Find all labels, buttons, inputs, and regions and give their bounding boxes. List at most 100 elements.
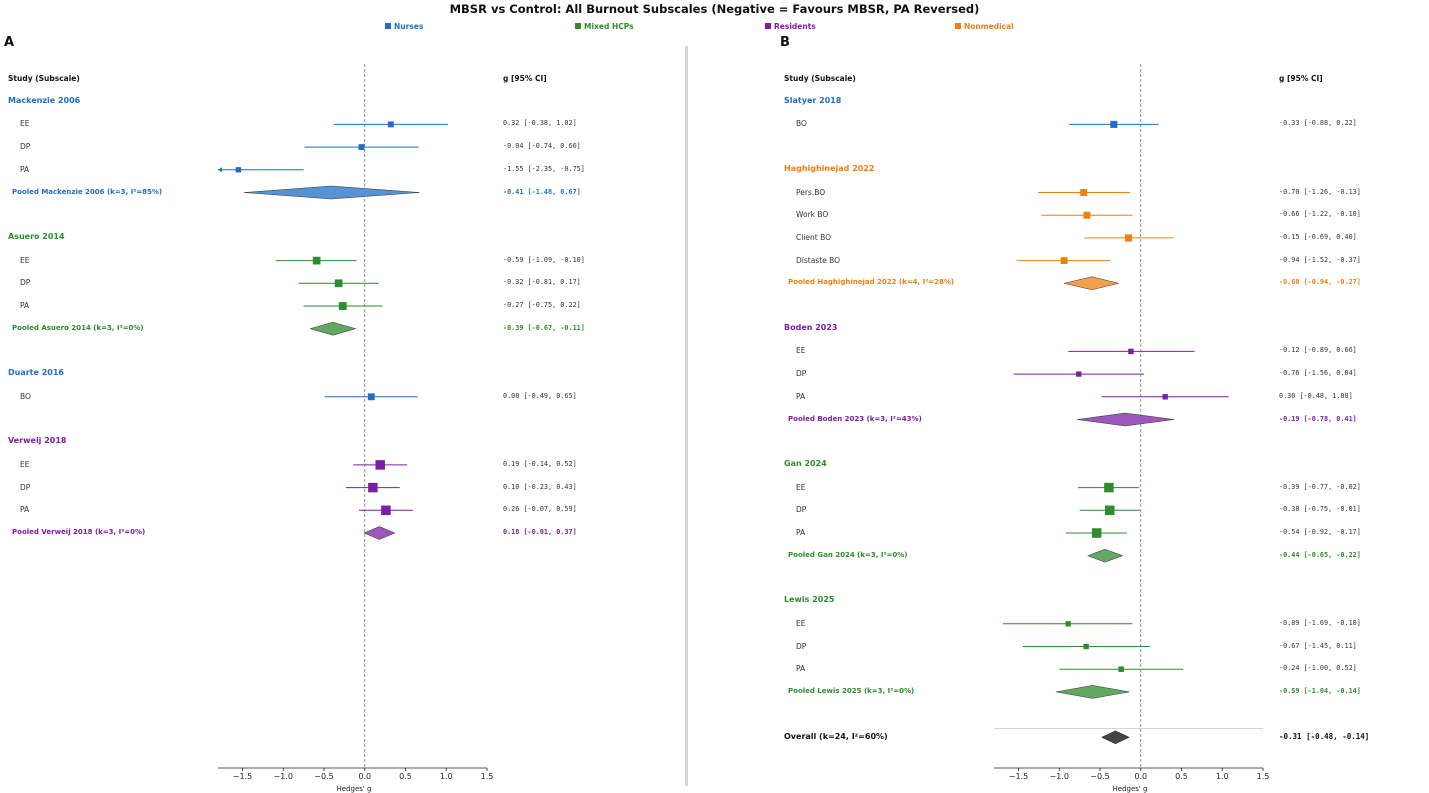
subscale-label: PA [796,391,806,401]
x-tick-label: 0.0 [1134,772,1147,781]
effect-ci-text: -0.32 [-0.81, 0.17] [503,278,581,287]
subscale-label: PA [796,664,806,674]
study-title: Lewis 2025 [784,595,835,605]
effect-ci-text: 0.30 [-0.48, 1.08] [1279,391,1353,400]
effect-marker [334,279,343,288]
effect-ci-text: -0.27 [-0.75, 0.22] [503,301,581,309]
subscale-label: EE [20,119,30,129]
effect-ci-text: -0.59 [-1.09, -0.10] [503,255,585,264]
subscale-label: DP [20,142,31,152]
study-column-header: Study (Subscale) [784,74,856,83]
effect-ci-text: -0.04 [-0.74, 0.66] [503,142,581,151]
chart-title: MBSR vs Control: All Burnout Subscales (… [449,2,980,16]
effect-ci-text: -0.76 [-1.56, 0.04] [1279,369,1357,378]
pooled-label: Pooled Lewis 2025 (k=3, I²=0%) [788,686,915,695]
pooled-label: Pooled Mackenzie 2006 (k=3, I²=85%) [12,187,163,196]
subscale-label: Work BO [796,210,829,220]
study-title: Slatyer 2018 [784,95,842,105]
study-title: Asuero 2014 [8,231,65,241]
pooled-ci-text: -0.60 [-0.94, -0.27] [1279,278,1361,287]
effect-marker [1110,120,1118,128]
legend-swatch [765,23,771,29]
pooled-label: Pooled Gan 2024 (k=3, I²=0%) [788,550,908,559]
effect-ci-text: -0.67 [-1.45, 0.11] [1279,641,1357,650]
x-tick-label: 1.5 [1257,772,1270,781]
pooled-label: Pooled Asuero 2014 (k=3, I²=0%) [12,323,144,332]
effect-column-header: g [95% CI] [1279,74,1323,83]
effect-marker [235,167,242,173]
subscale-label: Pers.BO [796,187,826,197]
x-tick-label: −1.0 [273,772,292,781]
pooled-label: Pooled Boden 2023 (k=3, I²=43%) [788,414,922,423]
overall-label: Overall (k=24, I²=60%) [784,732,888,742]
pooled-label: Pooled Verweij 2018 (k=3, I²=0%) [12,528,146,536]
effect-ci-text: -0.89 [-1.69, -0.10] [1279,618,1361,627]
effect-marker [1060,257,1068,265]
effect-marker [1091,528,1102,538]
effect-ci-text: 0.32 [-0.38, 1.02] [503,119,577,128]
legend-item-nonmedical: Nonmedical [955,22,1014,31]
x-tick-label: −0.5 [1090,772,1109,781]
effect-ci-text: -1.55 [-2.35, -0.75] [503,164,585,173]
effect-ci-text: -0.24 [-1.00, 0.52] [1279,664,1357,673]
subscale-label: DP [20,482,31,492]
subscale-label: Distaste BO [796,255,841,265]
pooled-ci-text: -0.39 [-0.67, -0.11] [503,323,585,332]
effect-ci-text: 0.26 [-0.07, 0.59] [503,505,577,514]
pooled-diamond [244,185,420,200]
legend-swatch [385,23,391,29]
effect-ci-text: -0.38 [-0.75, -0.01] [1279,505,1361,514]
effect-marker [1076,371,1082,377]
subscale-label: DP [796,641,807,651]
overall-ci-text: -0.31 [-0.48, -0.14] [1279,732,1370,742]
pooled-ci-text: 0.18 [-0.01, 0.37] [503,528,577,536]
effect-marker [368,482,378,493]
panel-label-b: B [780,35,790,50]
study-title: Duarte 2016 [8,368,64,378]
legend-swatch [955,23,961,29]
panel-divider [685,46,688,786]
effect-ci-text: -0.70 [-1.26, -0.13] [1279,187,1361,196]
effect-marker [312,256,321,265]
x-axis-title: Hedges' g [336,785,372,793]
subscale-label: EE [796,346,806,356]
effect-marker [1128,348,1134,355]
pooled-label: Pooled Haghighinejad 2022 (k=4, I²=28%) [788,278,955,287]
study-title: Mackenzie 2006 [8,95,81,105]
effect-ci-text: 0.08 [-0.49, 0.65] [503,391,577,400]
pooled-ci-text: -0.41 [-1.48, 0.67] [503,187,581,196]
pooled-ci-text: -0.59 [-1.04, -0.14] [1279,686,1361,695]
effect-marker [1083,211,1091,219]
effect-marker [375,460,385,470]
subscale-label: EE [20,255,30,265]
effect-ci-text: -0.66 [-1.22, -0.10] [1279,210,1361,219]
x-axis-title: Hedges' g [1112,785,1148,793]
effect-column-header: g [95% CI] [503,74,547,83]
subscale-label: Client BO [796,232,832,242]
effect-marker [1105,505,1115,516]
study-title: Gan 2024 [784,458,827,468]
overall-diamond [1101,730,1130,745]
legend-label: Mixed HCPs [584,22,634,31]
legend-item-nurses: Nurses [385,22,423,31]
x-tick-label: 1.0 [440,772,453,781]
x-tick-label: −0.5 [314,772,333,781]
x-tick-label: −1.5 [233,772,252,781]
legend-label: Nurses [394,22,424,31]
study-column-header: Study (Subscale) [8,74,80,83]
effect-ci-text: -0.39 [-0.77, -0.02] [1279,482,1361,491]
effect-marker [1080,189,1088,196]
effect-ci-text: 0.10 [-0.23, 0.43] [503,482,577,491]
x-tick-label: 1.0 [1216,772,1229,781]
x-tick-label: −1.5 [1009,772,1028,781]
subscale-label: DP [20,278,31,288]
x-tick-label: 0.0 [358,772,371,781]
effect-ci-text: -0.33 [-0.88, 0.22] [1279,119,1357,128]
effect-ci-text: 0.19 [-0.14, 0.52] [503,459,577,468]
subscale-label: PA [20,164,30,174]
pooled-diamond [1077,412,1175,427]
legend-item-mixed-hcps: Mixed HCPs [575,22,634,31]
effect-marker [381,505,391,516]
